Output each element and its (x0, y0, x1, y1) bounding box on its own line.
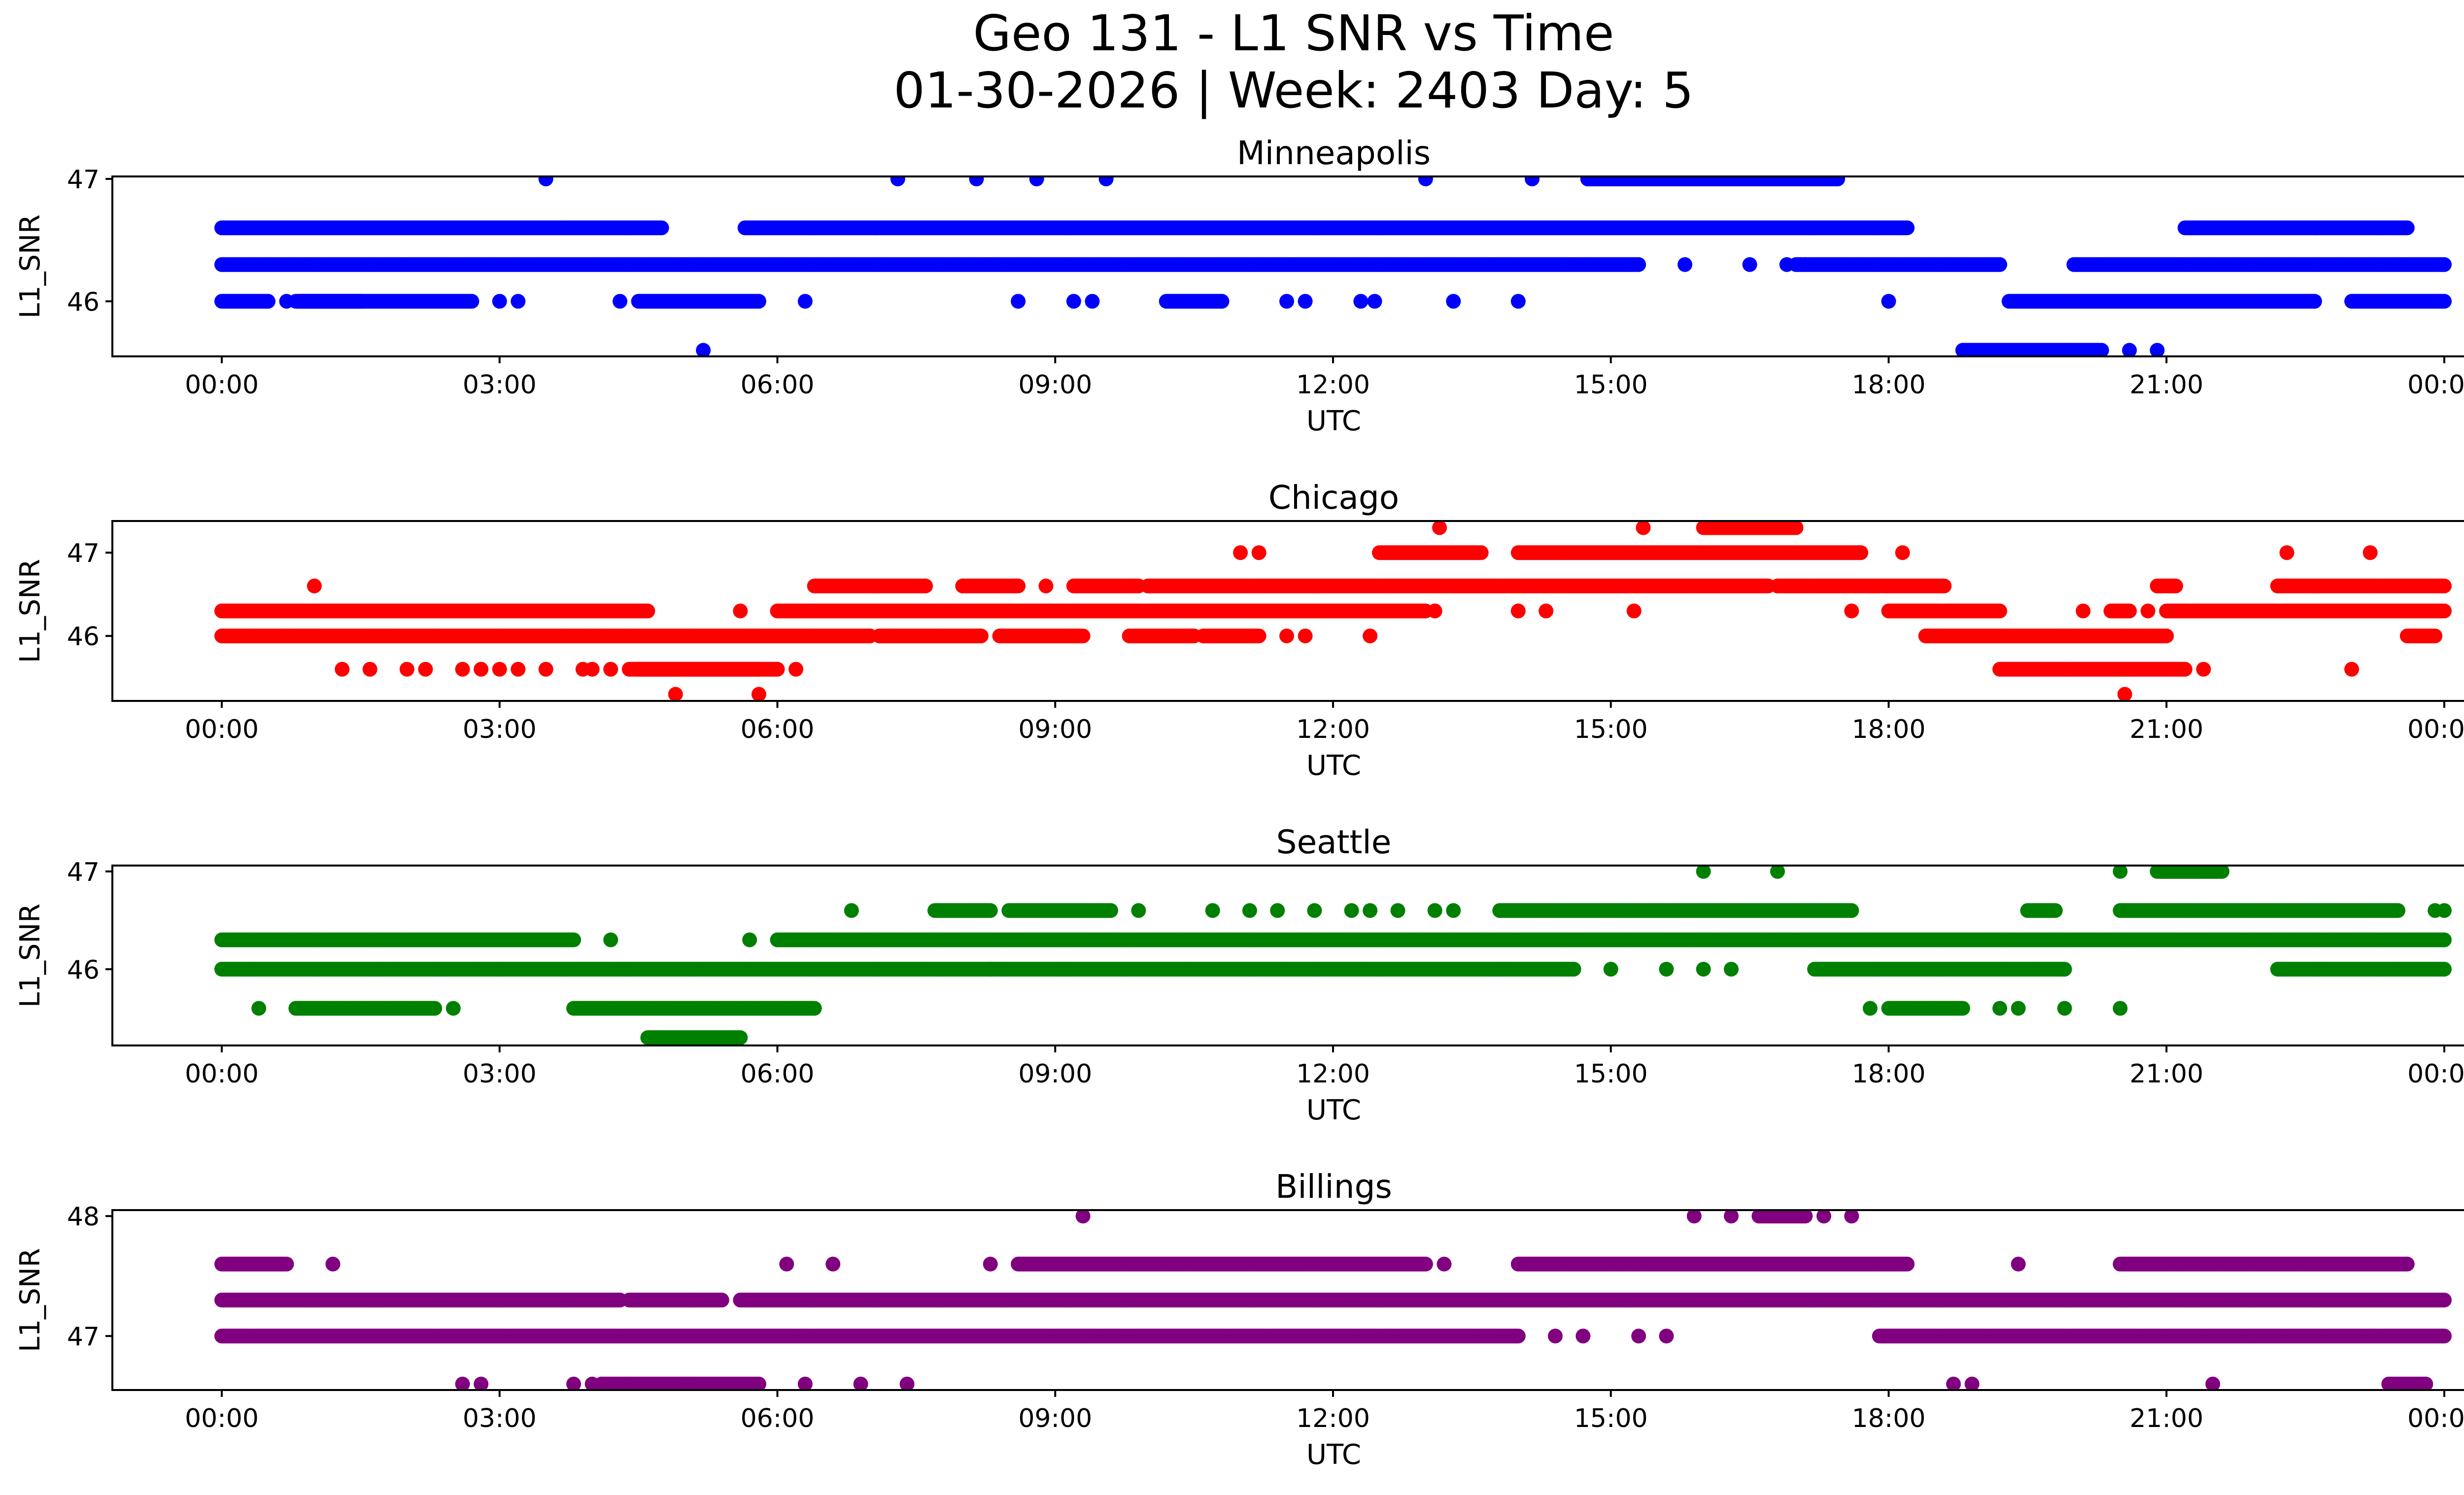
data-point (2362, 545, 2378, 560)
data-point (1798, 257, 1813, 272)
data-point (918, 578, 933, 593)
data-point (1011, 294, 1026, 309)
snr-level-46-3 (214, 603, 2452, 619)
data-point (1900, 220, 1915, 236)
snr-level-46-6 (214, 220, 2415, 236)
snr-level-45-6 (696, 343, 2165, 356)
data-point (654, 220, 669, 236)
x-tick-label: 21:00 (2129, 370, 2203, 400)
x-tick-label: 00:00 (185, 370, 259, 400)
snr-level-47-3 (1432, 521, 1804, 535)
data-point (1992, 257, 2007, 272)
data-point (1677, 257, 1693, 272)
subplot-title: Chicago (1268, 479, 1399, 517)
data-point (2094, 343, 2109, 356)
data-point (1525, 176, 1540, 186)
y-axis-label: L1_SNR (14, 214, 46, 318)
data-point (307, 578, 322, 593)
data-point (1510, 294, 1526, 309)
data-point (613, 294, 628, 309)
data-point (2437, 294, 2452, 309)
data-point (492, 294, 507, 309)
data-point (2168, 578, 2184, 593)
data-point (1881, 294, 1896, 309)
data-point (1098, 176, 1114, 186)
data-point (1779, 257, 1794, 272)
x-tick-label: 15:00 (1574, 370, 1648, 400)
data-point (1636, 521, 1651, 535)
data-point (1011, 578, 1026, 593)
data-point (797, 294, 813, 309)
x-axis-label: UTC (1306, 405, 1361, 437)
data-point (640, 603, 655, 619)
data-point (1473, 545, 1489, 560)
data-point (1029, 176, 1044, 186)
figure-title-line2: 01-30-2026 | Week: 2403 Day: 5 (893, 62, 1693, 119)
data-point (1631, 257, 1646, 272)
data-point (1279, 294, 1295, 309)
data-point (969, 176, 984, 186)
subplot-title: Minneapolis (1237, 134, 1431, 172)
data-point (2307, 294, 2322, 309)
data-point (1446, 294, 1461, 309)
data-point (751, 294, 766, 309)
data-point (279, 294, 294, 309)
data-point (1085, 294, 1100, 309)
y-tick-label: 47 (67, 165, 100, 195)
data-point (1353, 294, 1369, 309)
scatter-points (214, 176, 2452, 356)
data-point (1298, 294, 1313, 309)
data-point (1214, 294, 1230, 309)
data-point (1432, 521, 1447, 535)
data-point (260, 294, 275, 309)
data-point (1853, 545, 1869, 560)
data-point (2279, 545, 2294, 560)
data-point (1830, 176, 1846, 186)
snr-level-46 (214, 294, 2452, 309)
x-tick-label: 06:00 (741, 370, 815, 400)
subplot-minneapolis: Minneapolis 46 47 00:00 03:00 06:00 09:00 12:00… (14, 134, 2464, 437)
data-point (1066, 294, 1081, 309)
snr-level-47 (538, 176, 1846, 186)
data-point (696, 343, 711, 356)
snr-level-46-3 (214, 257, 2452, 272)
subplots: Minneapolis 46 47 00:00 03:00 06:00 09:00 12:00… (14, 134, 2464, 1471)
data-point (1742, 257, 1757, 272)
data-point (1895, 545, 1910, 560)
data-point (2399, 220, 2415, 236)
x-tick-label: 12:00 (1296, 370, 1370, 400)
data-point (1367, 294, 1382, 309)
data-point (2437, 257, 2452, 272)
scatter-points (214, 521, 2452, 701)
data-point (1251, 545, 1266, 560)
x-tick-label: 18:00 (1852, 370, 1926, 400)
y-tick-label: 46 (67, 287, 100, 317)
x-tick-label: 03:00 (463, 370, 537, 400)
figure-title-line1: Geo 131 - L1 SNR vs Time (973, 4, 1614, 62)
data-point (538, 176, 553, 186)
data-point (511, 294, 526, 309)
data-point (2437, 578, 2452, 593)
data-point (1418, 176, 1433, 186)
data-point (890, 176, 905, 186)
x-tick-label: 09:00 (1018, 370, 1092, 400)
data-point (2122, 343, 2137, 356)
snr-level-47 (1233, 545, 2378, 560)
data-point (1937, 578, 1952, 593)
data-point (1038, 578, 1054, 593)
data-point (464, 294, 479, 309)
data-point (2150, 343, 2165, 356)
data-point (1788, 521, 1804, 535)
snr-level-46-6 (307, 578, 2452, 593)
data-point (1233, 545, 1248, 560)
x-tick-label: 00:00 (2407, 370, 2464, 400)
